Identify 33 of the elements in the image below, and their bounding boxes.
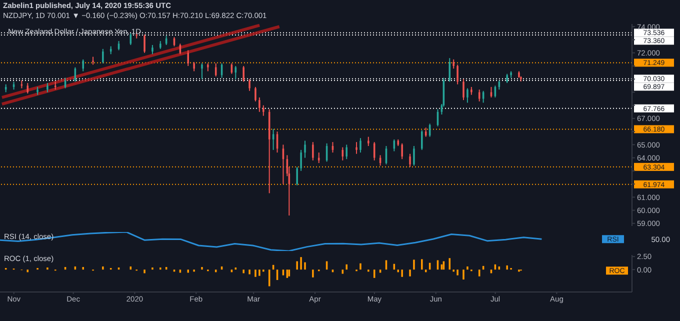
candlestick — [360, 138, 362, 154]
candlestick — [409, 153, 411, 168]
candlestick — [201, 62, 203, 80]
candlestick — [193, 62, 195, 72]
candlestick — [248, 78, 250, 92]
candlestick — [466, 88, 468, 104]
candlestick — [368, 136, 370, 146]
candlestick — [258, 96, 260, 112]
candlestick — [506, 73, 508, 84]
candlestick — [312, 142, 314, 161]
candlestick — [346, 144, 348, 160]
candlestick — [462, 78, 464, 101]
candlestick — [242, 65, 244, 82]
candlestick — [82, 58, 84, 72]
candlestick — [144, 34, 146, 54]
candlestick — [262, 104, 264, 116]
candlestick — [300, 149, 302, 172]
candlestick — [421, 130, 423, 150]
candlestick — [102, 48, 104, 64]
candlestick — [318, 152, 320, 164]
candlestick — [296, 166, 298, 186]
candlestick — [356, 142, 358, 154]
candlestick — [46, 82, 48, 93]
candlestick — [304, 140, 306, 158]
candlestick — [413, 145, 415, 166]
candlestick — [152, 44, 154, 55]
candlestick — [452, 58, 454, 70]
candlestick — [401, 142, 403, 160]
candlestick — [254, 86, 256, 102]
candlestick — [448, 58, 451, 82]
candlestick — [456, 64, 458, 85]
candlestick — [187, 50, 190, 66]
candlestick — [26, 82, 29, 94]
